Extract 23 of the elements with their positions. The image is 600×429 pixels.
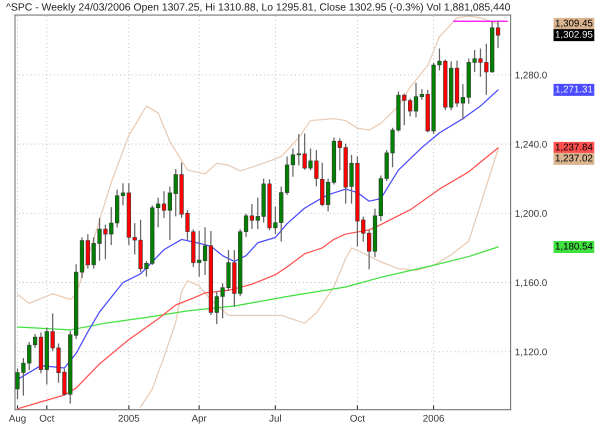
y-tick-label: 1,240.0 (516, 140, 547, 149)
text: 1,309.45 (556, 20, 592, 28)
x-tick-label: Apr (192, 414, 207, 424)
y-tick-label: 1,120.0 (516, 348, 547, 356)
line-series (16, 246, 499, 331)
y-tick-label: 1,200.0 (516, 210, 547, 218)
chart-title: ^SPC - Weekly 24/03/2006 Open 1307.25, Hi 1310.88, Lo 1295.81, Close 1302.95 (-0.3%) Vol 1,881,085,440 (6, 3, 510, 13)
text: 1,271.31 (556, 86, 592, 94)
x-tick-label: 2005 (118, 414, 140, 422)
x-tick-label: Oct (350, 414, 365, 422)
y-tick-label: 1,160.0 (516, 279, 547, 288)
line-series (16, 147, 499, 410)
line-series (140, 148, 499, 408)
x-tick-label: Jul (269, 414, 281, 422)
text: 1,237.02 (556, 154, 592, 163)
x-tick-label: 2006 (423, 414, 444, 422)
text: 1,302.95 (556, 30, 592, 39)
text: 1,237.84 (556, 144, 593, 152)
y-tick-label: 1,280.0 (516, 72, 547, 80)
x-tick-label: Aug (8, 414, 26, 424)
text: 1,180.54 (556, 242, 593, 251)
x-tick-label: Oct (40, 414, 54, 422)
line-series (16, 15, 499, 304)
